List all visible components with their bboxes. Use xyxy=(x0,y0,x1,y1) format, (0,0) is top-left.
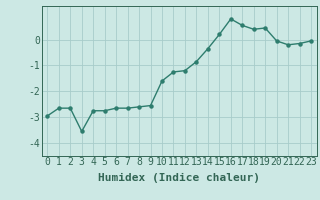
X-axis label: Humidex (Indice chaleur): Humidex (Indice chaleur) xyxy=(98,173,260,183)
